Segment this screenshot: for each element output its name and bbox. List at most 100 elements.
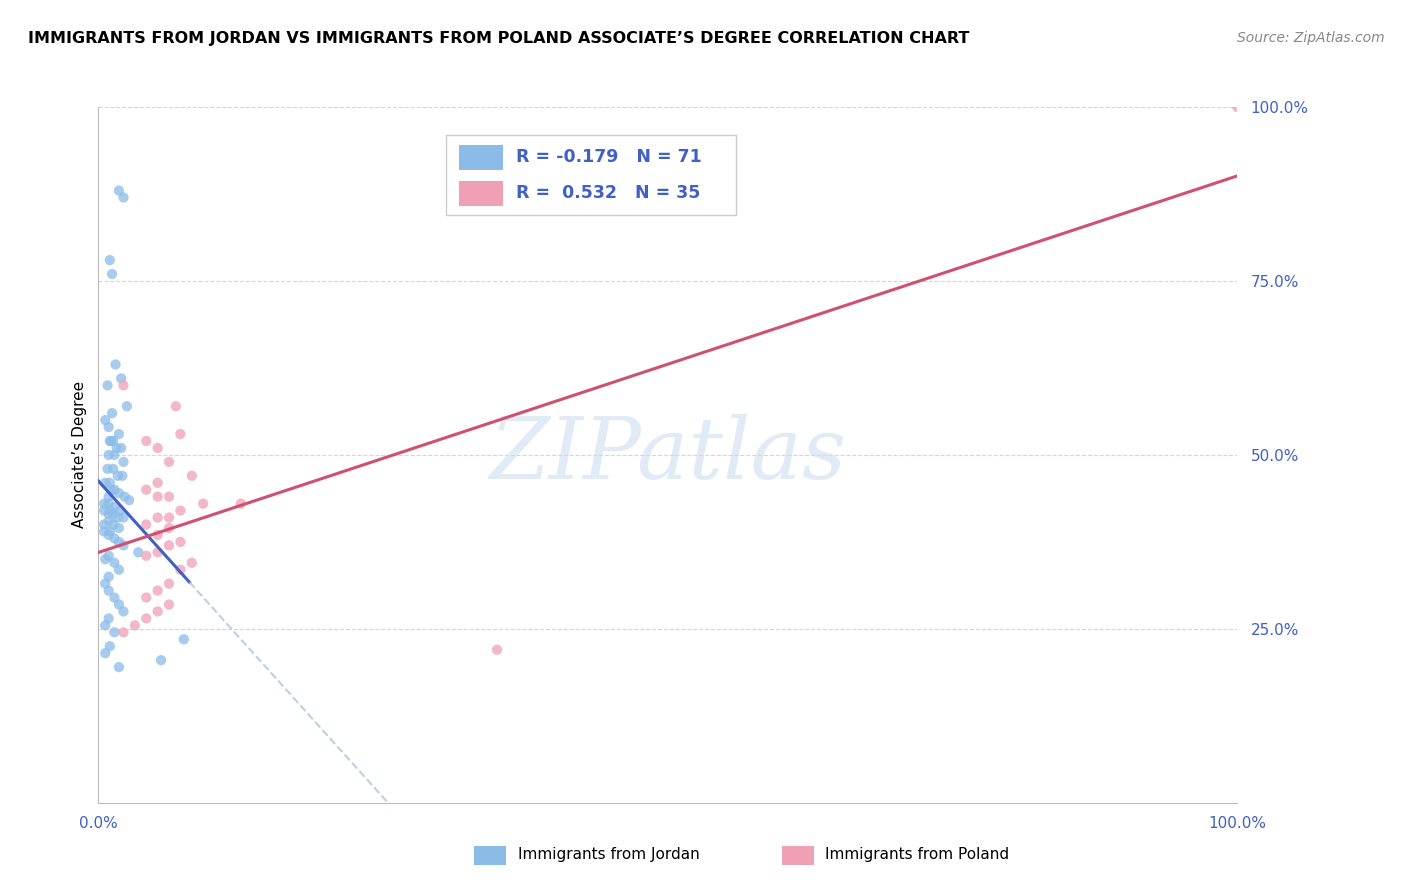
Point [98,475,121,490]
Point [112,190,135,204]
Point [97,528,120,542]
Point [103,591,125,605]
Point [97,549,120,563]
Point [98,434,121,448]
Point [97,583,120,598]
FancyBboxPatch shape [460,145,503,169]
Text: R = -0.179   N = 71: R = -0.179 N = 71 [516,148,702,166]
Point [169,534,191,549]
Point [98,253,121,268]
Point [103,483,125,497]
Point [112,625,135,640]
Point [146,528,169,542]
Point [108,563,131,577]
Point [97,490,120,504]
Point [127,545,149,559]
Point [135,549,157,563]
Point [103,532,125,546]
Text: ZIPatlas: ZIPatlas [489,414,846,496]
Point [135,611,157,625]
Point [97,420,120,434]
Point [112,538,135,552]
Point [98,639,121,653]
Point [103,500,125,514]
Point [108,427,131,442]
Point [180,468,202,483]
Point [1226,100,1249,114]
Point [157,510,180,524]
Point [108,486,131,500]
Point [146,510,169,524]
Point [169,503,191,517]
Point [101,406,124,420]
Point [108,534,131,549]
Point [146,475,169,490]
Point [93,497,115,511]
Point [135,434,157,448]
Point [101,267,124,281]
Point [108,660,131,674]
Point [97,611,120,625]
Point [108,598,131,612]
Point [103,448,125,462]
Point [108,184,131,198]
Point [135,483,157,497]
Point [93,503,115,517]
Point [118,493,141,508]
Point [94,552,117,566]
Point [110,441,132,455]
Point [146,441,169,455]
Point [229,497,252,511]
Point [193,497,215,511]
Y-axis label: Associate’s Degree: Associate’s Degree [72,382,87,528]
Point [169,427,191,442]
Point [103,507,125,521]
Text: Immigrants from Jordan: Immigrants from Jordan [517,847,699,863]
Point [108,521,131,535]
Point [94,646,117,660]
FancyBboxPatch shape [460,181,503,206]
Text: R =  0.532   N = 35: R = 0.532 N = 35 [516,185,700,202]
Point [157,576,180,591]
Text: IMMIGRANTS FROM JORDAN VS IMMIGRANTS FROM POLAND ASSOCIATE’S DEGREE CORRELATION : IMMIGRANTS FROM JORDAN VS IMMIGRANTS FRO… [28,31,970,46]
Point [110,371,132,385]
Point [103,556,125,570]
Point [486,642,509,657]
Point [100,483,122,497]
Text: Source: ZipAtlas.com: Source: ZipAtlas.com [1237,31,1385,45]
Point [146,490,169,504]
Point [107,510,129,524]
Point [93,524,115,539]
Point [112,510,135,524]
Point [97,507,120,521]
Point [104,358,127,372]
Point [173,632,195,647]
Point [146,583,169,598]
Point [112,455,135,469]
Point [103,625,125,640]
Point [94,576,117,591]
Point [98,503,121,517]
Point [146,605,169,619]
Point [157,490,180,504]
Point [94,618,117,632]
FancyBboxPatch shape [446,135,737,215]
FancyBboxPatch shape [474,846,506,865]
Point [97,514,120,528]
Point [112,378,135,392]
Point [97,497,120,511]
Point [94,413,117,427]
Point [180,556,202,570]
Point [165,399,187,413]
Point [169,563,191,577]
Point [103,462,125,476]
Point [98,524,121,539]
Point [93,517,115,532]
Point [157,598,180,612]
Point [112,605,135,619]
Point [97,570,120,584]
Point [146,545,169,559]
Point [157,521,180,535]
Point [157,538,180,552]
Text: Immigrants from Poland: Immigrants from Poland [825,847,1010,863]
